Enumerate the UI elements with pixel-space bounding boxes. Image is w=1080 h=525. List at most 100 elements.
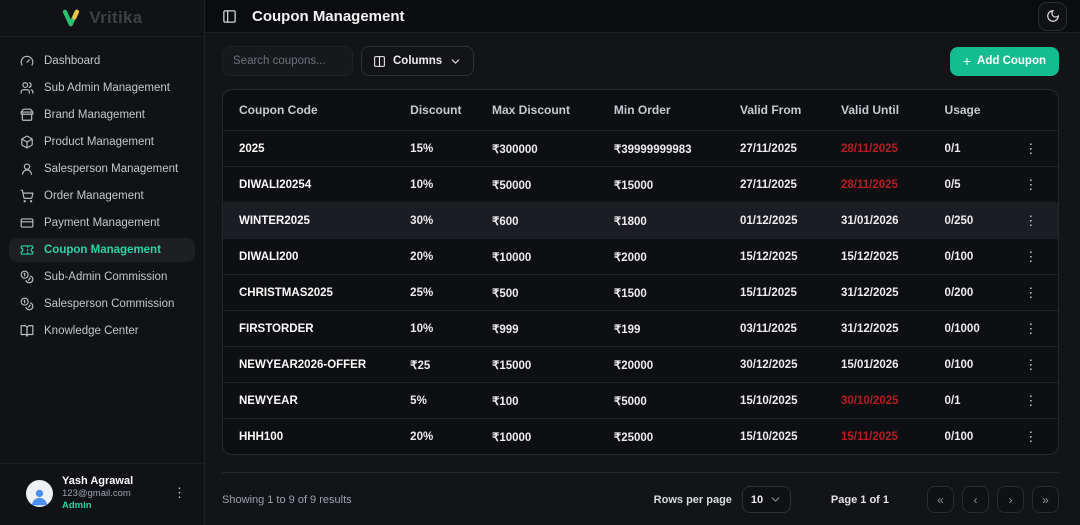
sidebar-item-knowledge-center[interactable]: Knowledge Center xyxy=(9,319,195,343)
cell-valid-until: 31/12/2025 xyxy=(825,274,929,311)
cell-min-order: ₹199 xyxy=(597,310,724,347)
user-card: Yash Agrawal 123@gmail.com Admin ⋮ xyxy=(0,462,204,525)
package-icon xyxy=(20,135,34,149)
sidebar-item-brand-management[interactable]: Brand Management xyxy=(9,103,195,127)
cell-valid-from: 15/10/2025 xyxy=(723,382,826,419)
cell-discount: 20% xyxy=(394,418,476,454)
sidebar-item-salesperson-management[interactable]: Salesperson Management xyxy=(9,157,195,181)
cell-discount: 5% xyxy=(394,382,476,419)
cell-code: FIRSTORDER xyxy=(223,310,395,347)
sidebar-nav: Dashboard Sub Admin Management Brand Manag… xyxy=(0,37,204,355)
cell-usage: 0/5 xyxy=(928,166,1004,203)
sidebar-item-dashboard[interactable]: Dashboard xyxy=(9,49,195,73)
cell-valid-from: 27/11/2025 xyxy=(723,130,826,167)
cell-max-discount: ₹600 xyxy=(476,202,598,239)
brand-name: Vritika xyxy=(89,8,143,27)
sidebar-item-payment-management[interactable]: Payment Management xyxy=(9,211,195,235)
cell-max-discount: ₹10000 xyxy=(476,418,598,454)
cell-code: 2025 xyxy=(223,130,395,167)
cell-valid-until: 30/10/2025 xyxy=(825,382,929,419)
column-header-coupon-code: Coupon Code xyxy=(239,103,318,117)
theme-toggle-button[interactable] xyxy=(1038,1,1067,31)
search-input[interactable] xyxy=(222,46,353,76)
pagination-first-button[interactable]: « xyxy=(927,486,954,513)
add-coupon-button[interactable]: + Add Coupon xyxy=(949,46,1059,76)
column-header-usage: Usage xyxy=(944,103,981,117)
cell-min-order: ₹1500 xyxy=(597,274,724,311)
row-menu-button[interactable]: ⋮ xyxy=(1018,249,1043,264)
rows-per-page-value: 10 xyxy=(750,493,764,506)
cell-code: NEWYEAR xyxy=(223,382,395,419)
pagination-prev-button[interactable]: ‹ xyxy=(962,486,989,513)
cell-valid-until: 28/11/2025 xyxy=(825,130,929,167)
rows-per-page-select[interactable]: 10 xyxy=(741,486,791,513)
sidebar-item-label: Salesperson Management xyxy=(44,163,179,175)
column-header-actions xyxy=(1004,90,1058,131)
ticket-icon xyxy=(20,243,34,257)
column-header-valid-until: Valid Until xyxy=(841,103,900,117)
pagination-next-button[interactable]: › xyxy=(997,486,1024,513)
cell-discount: 10% xyxy=(394,166,476,203)
brand-logo-icon xyxy=(61,8,83,28)
shopping-cart-icon xyxy=(20,189,34,203)
table-row: FIRSTORDER 10% ₹999 ₹199 03/11/2025 31/12/202… xyxy=(223,310,1058,347)
sidebar-item-coupon-management[interactable]: Coupon Management xyxy=(9,238,195,262)
cell-max-discount: ₹300000 xyxy=(476,130,598,167)
sidebar-item-salesperson-commission[interactable]: Salesperson Commission xyxy=(9,292,195,316)
sidebar-item-product-management[interactable]: Product Management xyxy=(9,130,195,154)
pagination: « ‹ › » xyxy=(927,486,1059,513)
cell-actions: ⋮ xyxy=(1003,310,1058,347)
user-name: Yash Agrawal xyxy=(62,474,134,487)
cell-valid-from: 15/12/2025 xyxy=(723,238,826,275)
cell-min-order: ₹15000 xyxy=(597,166,724,203)
cell-valid-from: 30/12/2025 xyxy=(723,346,826,383)
sidebar-item-label: Sub-Admin Commission xyxy=(44,271,168,283)
cell-usage: 0/250 xyxy=(928,202,1004,239)
row-menu-button[interactable]: ⋮ xyxy=(1018,321,1043,336)
add-coupon-label: Add Coupon xyxy=(977,55,1046,67)
sidebar-item-sub-admin-commission[interactable]: Sub-Admin Commission xyxy=(9,265,195,289)
column-header-valid-from: Valid From xyxy=(739,103,802,117)
row-menu-button[interactable]: ⋮ xyxy=(1018,213,1043,228)
cell-actions: ⋮ xyxy=(1003,382,1058,419)
chevron-down-icon xyxy=(769,493,782,506)
sidebar-item-label: Brand Management xyxy=(44,109,146,121)
sidebar-item-label: Product Management xyxy=(44,136,154,148)
cell-actions: ⋮ xyxy=(1003,418,1058,454)
cell-discount: 15% xyxy=(394,130,476,167)
sidebar-item-label: Dashboard xyxy=(44,55,101,67)
table-header-row: Coupon Code Discount Max Discount Min Order… xyxy=(223,90,1058,131)
sidebar-toggle-button[interactable] xyxy=(218,5,241,28)
pagination-last-button[interactable]: » xyxy=(1032,486,1059,513)
user-menu-button[interactable]: ⋮ xyxy=(169,483,190,503)
cell-discount: 10% xyxy=(394,310,476,347)
users-icon xyxy=(20,81,34,95)
cell-max-discount: ₹50000 xyxy=(476,166,598,203)
cell-max-discount: ₹500 xyxy=(476,274,598,311)
moon-icon xyxy=(1046,10,1059,22)
chevron-down-icon xyxy=(451,58,460,64)
cell-usage: 0/100 xyxy=(928,346,1004,383)
cell-valid-from: 03/11/2025 xyxy=(723,310,826,347)
row-menu-button[interactable]: ⋮ xyxy=(1018,393,1043,408)
row-menu-button[interactable]: ⋮ xyxy=(1018,285,1043,300)
row-menu-button[interactable]: ⋮ xyxy=(1018,141,1043,156)
store-icon xyxy=(20,108,34,122)
column-header-discount: Discount xyxy=(410,103,462,117)
columns-dropdown-button[interactable]: Columns xyxy=(361,46,475,76)
sidebar-item-order-management[interactable]: Order Management xyxy=(9,184,195,208)
row-menu-button[interactable]: ⋮ xyxy=(1018,429,1043,444)
gauge-icon xyxy=(20,54,34,68)
row-menu-button[interactable]: ⋮ xyxy=(1018,357,1043,372)
sidebar-item-label: Knowledge Center xyxy=(44,325,139,337)
cell-usage: 0/1000 xyxy=(928,310,1004,347)
results-summary: Showing 1 to 9 of 9 results xyxy=(222,493,352,506)
sidebar-item-sub-admin-management[interactable]: Sub Admin Management xyxy=(9,76,195,100)
cell-actions: ⋮ xyxy=(1003,202,1058,239)
cell-usage: 0/100 xyxy=(928,238,1004,275)
page-title: Coupon Management xyxy=(252,7,405,25)
sidebar-item-label: Sub Admin Management xyxy=(44,82,170,94)
column-header-min-order: Min Order xyxy=(613,103,671,117)
row-menu-button[interactable]: ⋮ xyxy=(1018,177,1043,192)
table-row: DIWALI200 20% ₹10000 ₹2000 15/12/2025 15/12/2… xyxy=(223,238,1058,275)
